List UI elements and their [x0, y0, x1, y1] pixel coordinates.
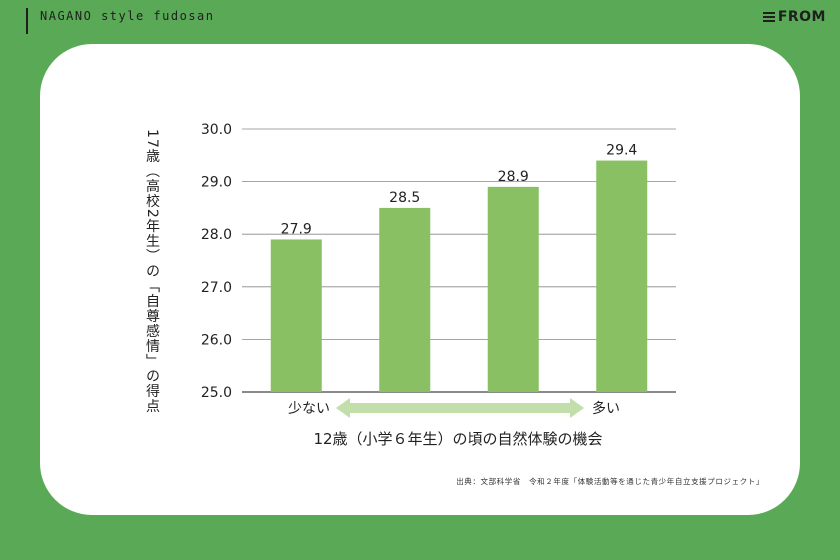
chart-card: 27.9 28.5 28.9 29.4 25.0 26.0 27.0 28.0 29.0 30.…	[40, 44, 800, 515]
source-note: 出典：文部科学省 令和２年度「体験活動等を通じた青少年自立支援プロジェクト」	[456, 477, 764, 486]
from-logo[interactable]: FROM	[762, 9, 826, 25]
x-arrow-body	[348, 403, 572, 413]
x-axis-label: 12歳（小学６年生）の頃の自然体験の機会	[313, 430, 602, 448]
y-tick-label: 25.0	[201, 385, 232, 401]
brand-divider	[26, 8, 28, 34]
arrow-right-icon	[570, 398, 584, 418]
bar-chart: 27.9 28.5 28.9 29.4 25.0 26.0 27.0 28.0 29.0 30.…	[144, 122, 676, 448]
site-name: NAGANO style fudosan	[40, 9, 215, 23]
y-tick-label: 28.0	[201, 227, 232, 243]
bar	[379, 207, 431, 392]
y-tick-label: 29.0	[201, 175, 232, 191]
bar	[270, 239, 322, 392]
bar-value-label: 29.4	[606, 143, 637, 159]
bar	[596, 160, 648, 392]
y-axis-label: 17歳（高校2年生）の「自尊感情」の得点	[144, 129, 160, 414]
bar-value-label: 28.5	[389, 190, 420, 206]
y-tick-label: 30.0	[201, 122, 232, 138]
bar	[487, 186, 539, 392]
x-arrow-left-label: 少ない	[288, 401, 330, 417]
y-tick-label: 27.0	[201, 280, 232, 296]
y-tick-label: 26.0	[201, 332, 232, 348]
logo-lines-icon	[762, 12, 775, 22]
arrow-left-icon	[336, 398, 350, 418]
bar-value-label: 27.9	[281, 221, 312, 237]
x-arrow-right-label: 多い	[592, 400, 620, 417]
logo-text: FROM	[777, 9, 826, 25]
bar-value-label: 28.9	[498, 169, 529, 185]
